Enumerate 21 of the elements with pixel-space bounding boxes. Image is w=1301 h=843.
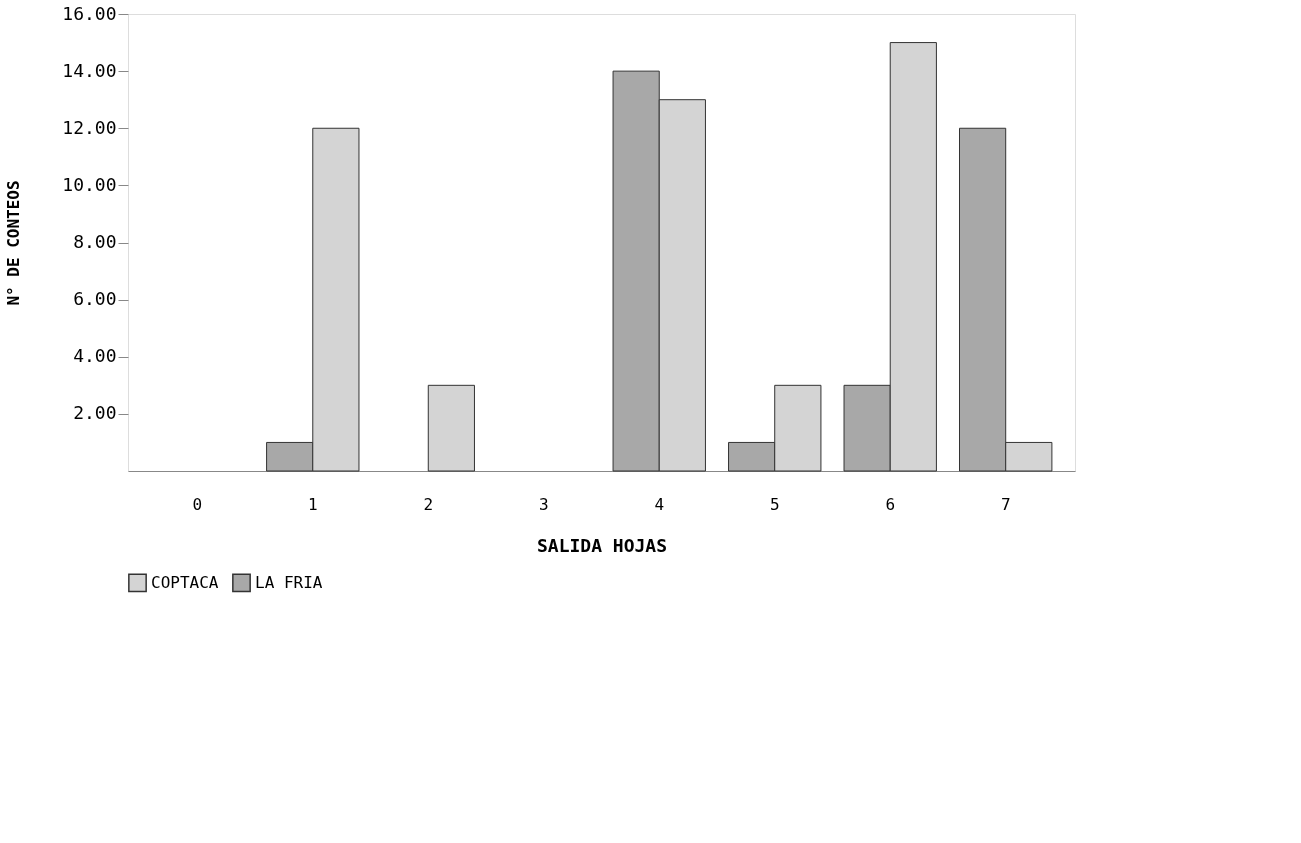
x-tick-label: 2 [423,494,434,514]
y-axis-title: N° DE CONTEOS [4,180,24,306]
x-axis-title: SALIDA HOJAS [536,534,668,556]
x-tick-label: 4 [654,494,665,514]
y-tick-label: 14.00 [62,59,117,81]
y-tick-label: 10.00 [62,173,117,195]
x-tick-label: 0 [192,494,203,514]
x-tick-label: 3 [538,494,549,514]
bar [427,384,475,472]
y-tick-label: 12.00 [62,116,117,138]
x-tick-label: 1 [307,494,318,514]
x-tick-label: 5 [769,494,780,514]
y-tick-label: 4.00 [73,345,117,367]
x-tick-label: 6 [885,494,896,514]
y-tick-label: 8.00 [73,231,117,252]
y-tick-label: 6.00 [73,288,117,310]
y-tick-label: 16.00 [62,2,117,24]
legend-label: COPTACA [151,572,219,592]
y-tick-label: 2.00 [73,402,117,424]
legend-label: LA FRIA [255,572,323,592]
x-tick-label: 7 [1000,494,1011,514]
